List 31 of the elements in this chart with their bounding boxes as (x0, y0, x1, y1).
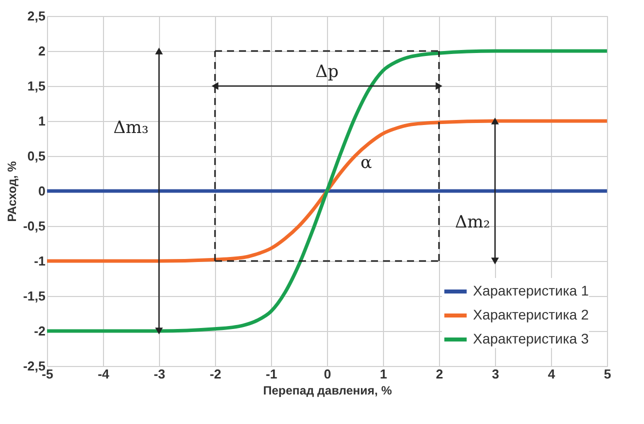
line-series (45, 49, 609, 333)
x-tick-label: 1 (380, 366, 388, 382)
y-tick-label: -1 (34, 254, 46, 268)
legend-label: Характеристика 1 (473, 282, 589, 298)
y-axis-title: РАсход, % (5, 160, 20, 222)
annotation: α (360, 153, 372, 173)
y-tick-label: 2,5 (27, 8, 46, 24)
x-tick-label: 0 (324, 366, 332, 382)
y-tick-label: -0,5 (23, 218, 46, 234)
x-tick-label: 5 (604, 366, 612, 382)
x-axis-title: Перепад давления, % (263, 384, 392, 398)
x-tick-label: -4 (98, 366, 110, 382)
y-tick-label: 2 (38, 44, 46, 58)
x-tick-label: -1 (266, 366, 278, 382)
y-tick-label: 1 (38, 114, 46, 128)
line-series (45, 119, 609, 263)
y-tick-label: -1,5 (23, 288, 46, 304)
legend-label: Характеристика 3 (473, 330, 589, 346)
y-tick-label: 1,5 (27, 78, 46, 94)
annotation: Δm₂ (454, 212, 490, 232)
x-tick-label: -2 (210, 366, 222, 382)
x-tick-label: -3 (154, 366, 166, 382)
annotation: Δm₃ (113, 118, 149, 138)
annotation: Δp (315, 62, 339, 82)
legend-label: Характеристика 2 (473, 306, 589, 322)
x-tick-label: 4 (548, 366, 556, 382)
x-tick-label: 2 (436, 366, 444, 382)
y-tick-label: -2 (34, 324, 46, 338)
y-tick-label: 0 (38, 184, 46, 198)
x-tick-label: 3 (492, 366, 500, 382)
y-tick-label: 0,5 (27, 148, 46, 164)
